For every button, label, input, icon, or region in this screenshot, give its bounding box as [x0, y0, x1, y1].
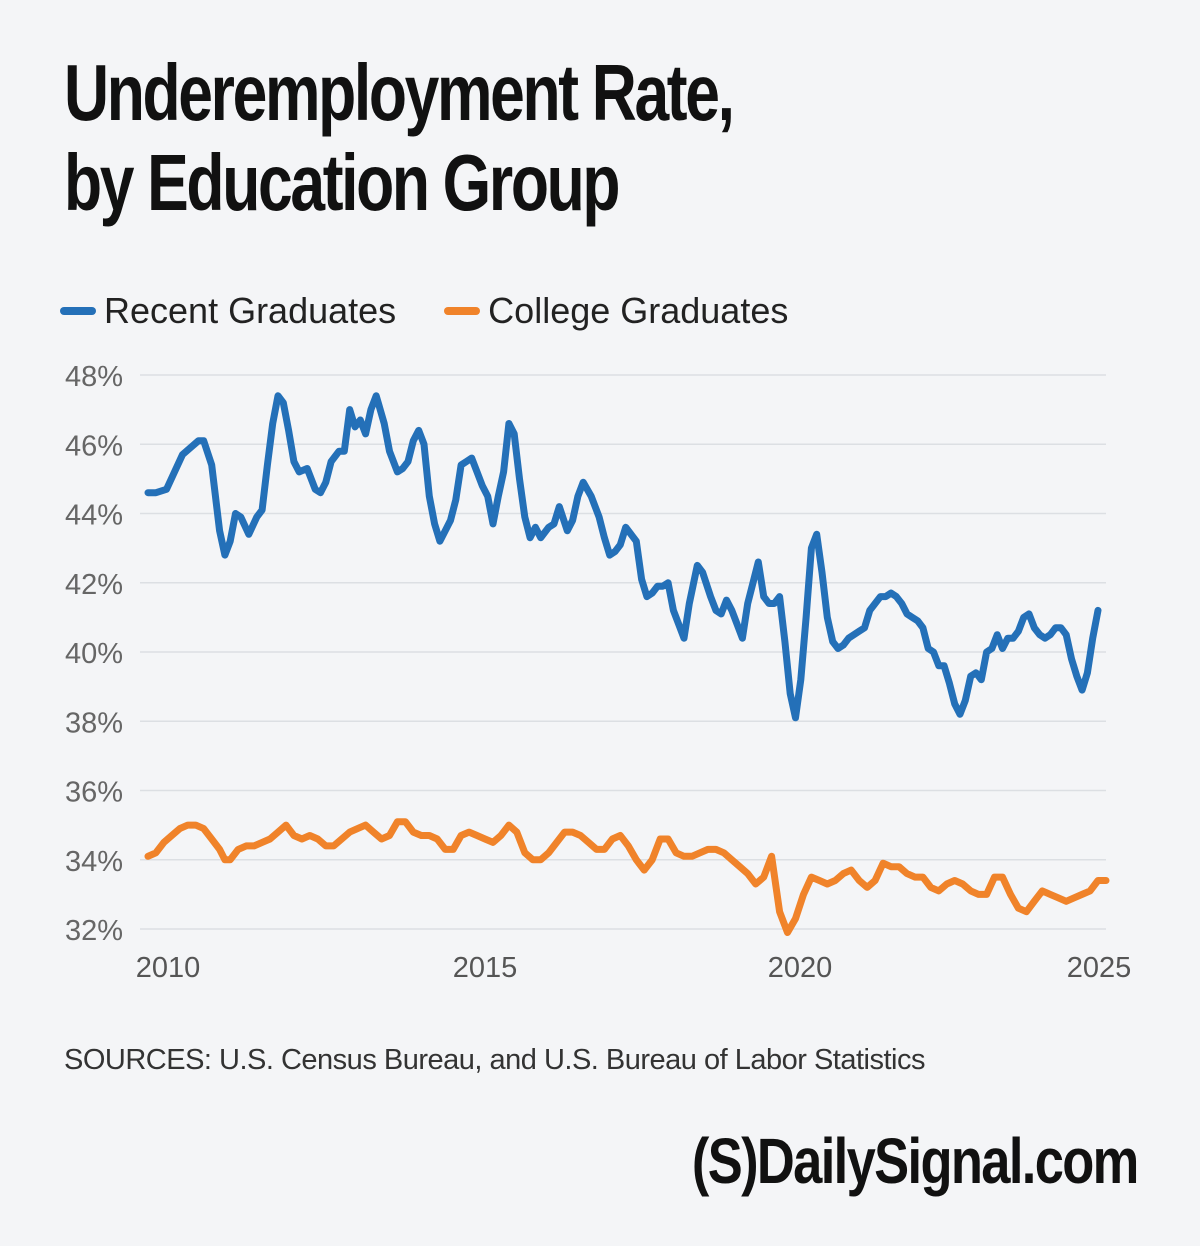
legend-swatch-college-graduates [444, 307, 481, 315]
chart-grid [140, 374, 1106, 930]
chart-title-line-2: by Education Group [64, 138, 620, 227]
y-tick-label: 40% [65, 638, 123, 670]
source-note: SOURCES: U.S. Census Bureau, and U.S. Bu… [64, 1044, 925, 1076]
legend-label-recent-graduates: Recent Graduates [104, 290, 397, 331]
y-tick-label: 36% [65, 777, 123, 809]
y-tick-label: 44% [65, 500, 123, 532]
y-axis-ticks: 32% 34% 36% 38% 40% 42% 44% 46% 48% [65, 361, 123, 947]
x-axis-ticks: 2010 2015 2020 2025 [136, 952, 1132, 984]
x-tick-label: 2020 [768, 952, 833, 984]
chart-legend: Recent Graduates College Graduates [60, 290, 836, 332]
series-line-college-graduates [144, 818, 1110, 936]
legend-item-recent-graduates: Recent Graduates [60, 290, 396, 332]
series-line-recent-graduates [144, 392, 1102, 722]
y-tick-label: 34% [65, 846, 123, 878]
x-tick-label: 2015 [453, 952, 518, 984]
legend-item-college-graduates: College Graduates [444, 290, 788, 332]
y-tick-label: 46% [65, 430, 123, 462]
x-tick-label: 2025 [1067, 952, 1132, 984]
y-tick-label: 32% [65, 915, 123, 947]
y-tick-label: 48% [65, 361, 123, 393]
y-tick-label: 38% [65, 707, 123, 739]
legend-label-college-graduates: College Graduates [488, 290, 789, 331]
chart-title-line-1: Underemployment Rate, [64, 48, 735, 137]
y-tick-label: 42% [65, 569, 123, 601]
legend-swatch-recent-graduates [60, 307, 96, 315]
brand-logo: (S)DailySignal.com [692, 1125, 1139, 1197]
chart-series [144, 392, 1110, 936]
chart-title: Underemployment Rate, by Education Group [64, 48, 735, 228]
x-tick-label: 2010 [136, 952, 201, 984]
